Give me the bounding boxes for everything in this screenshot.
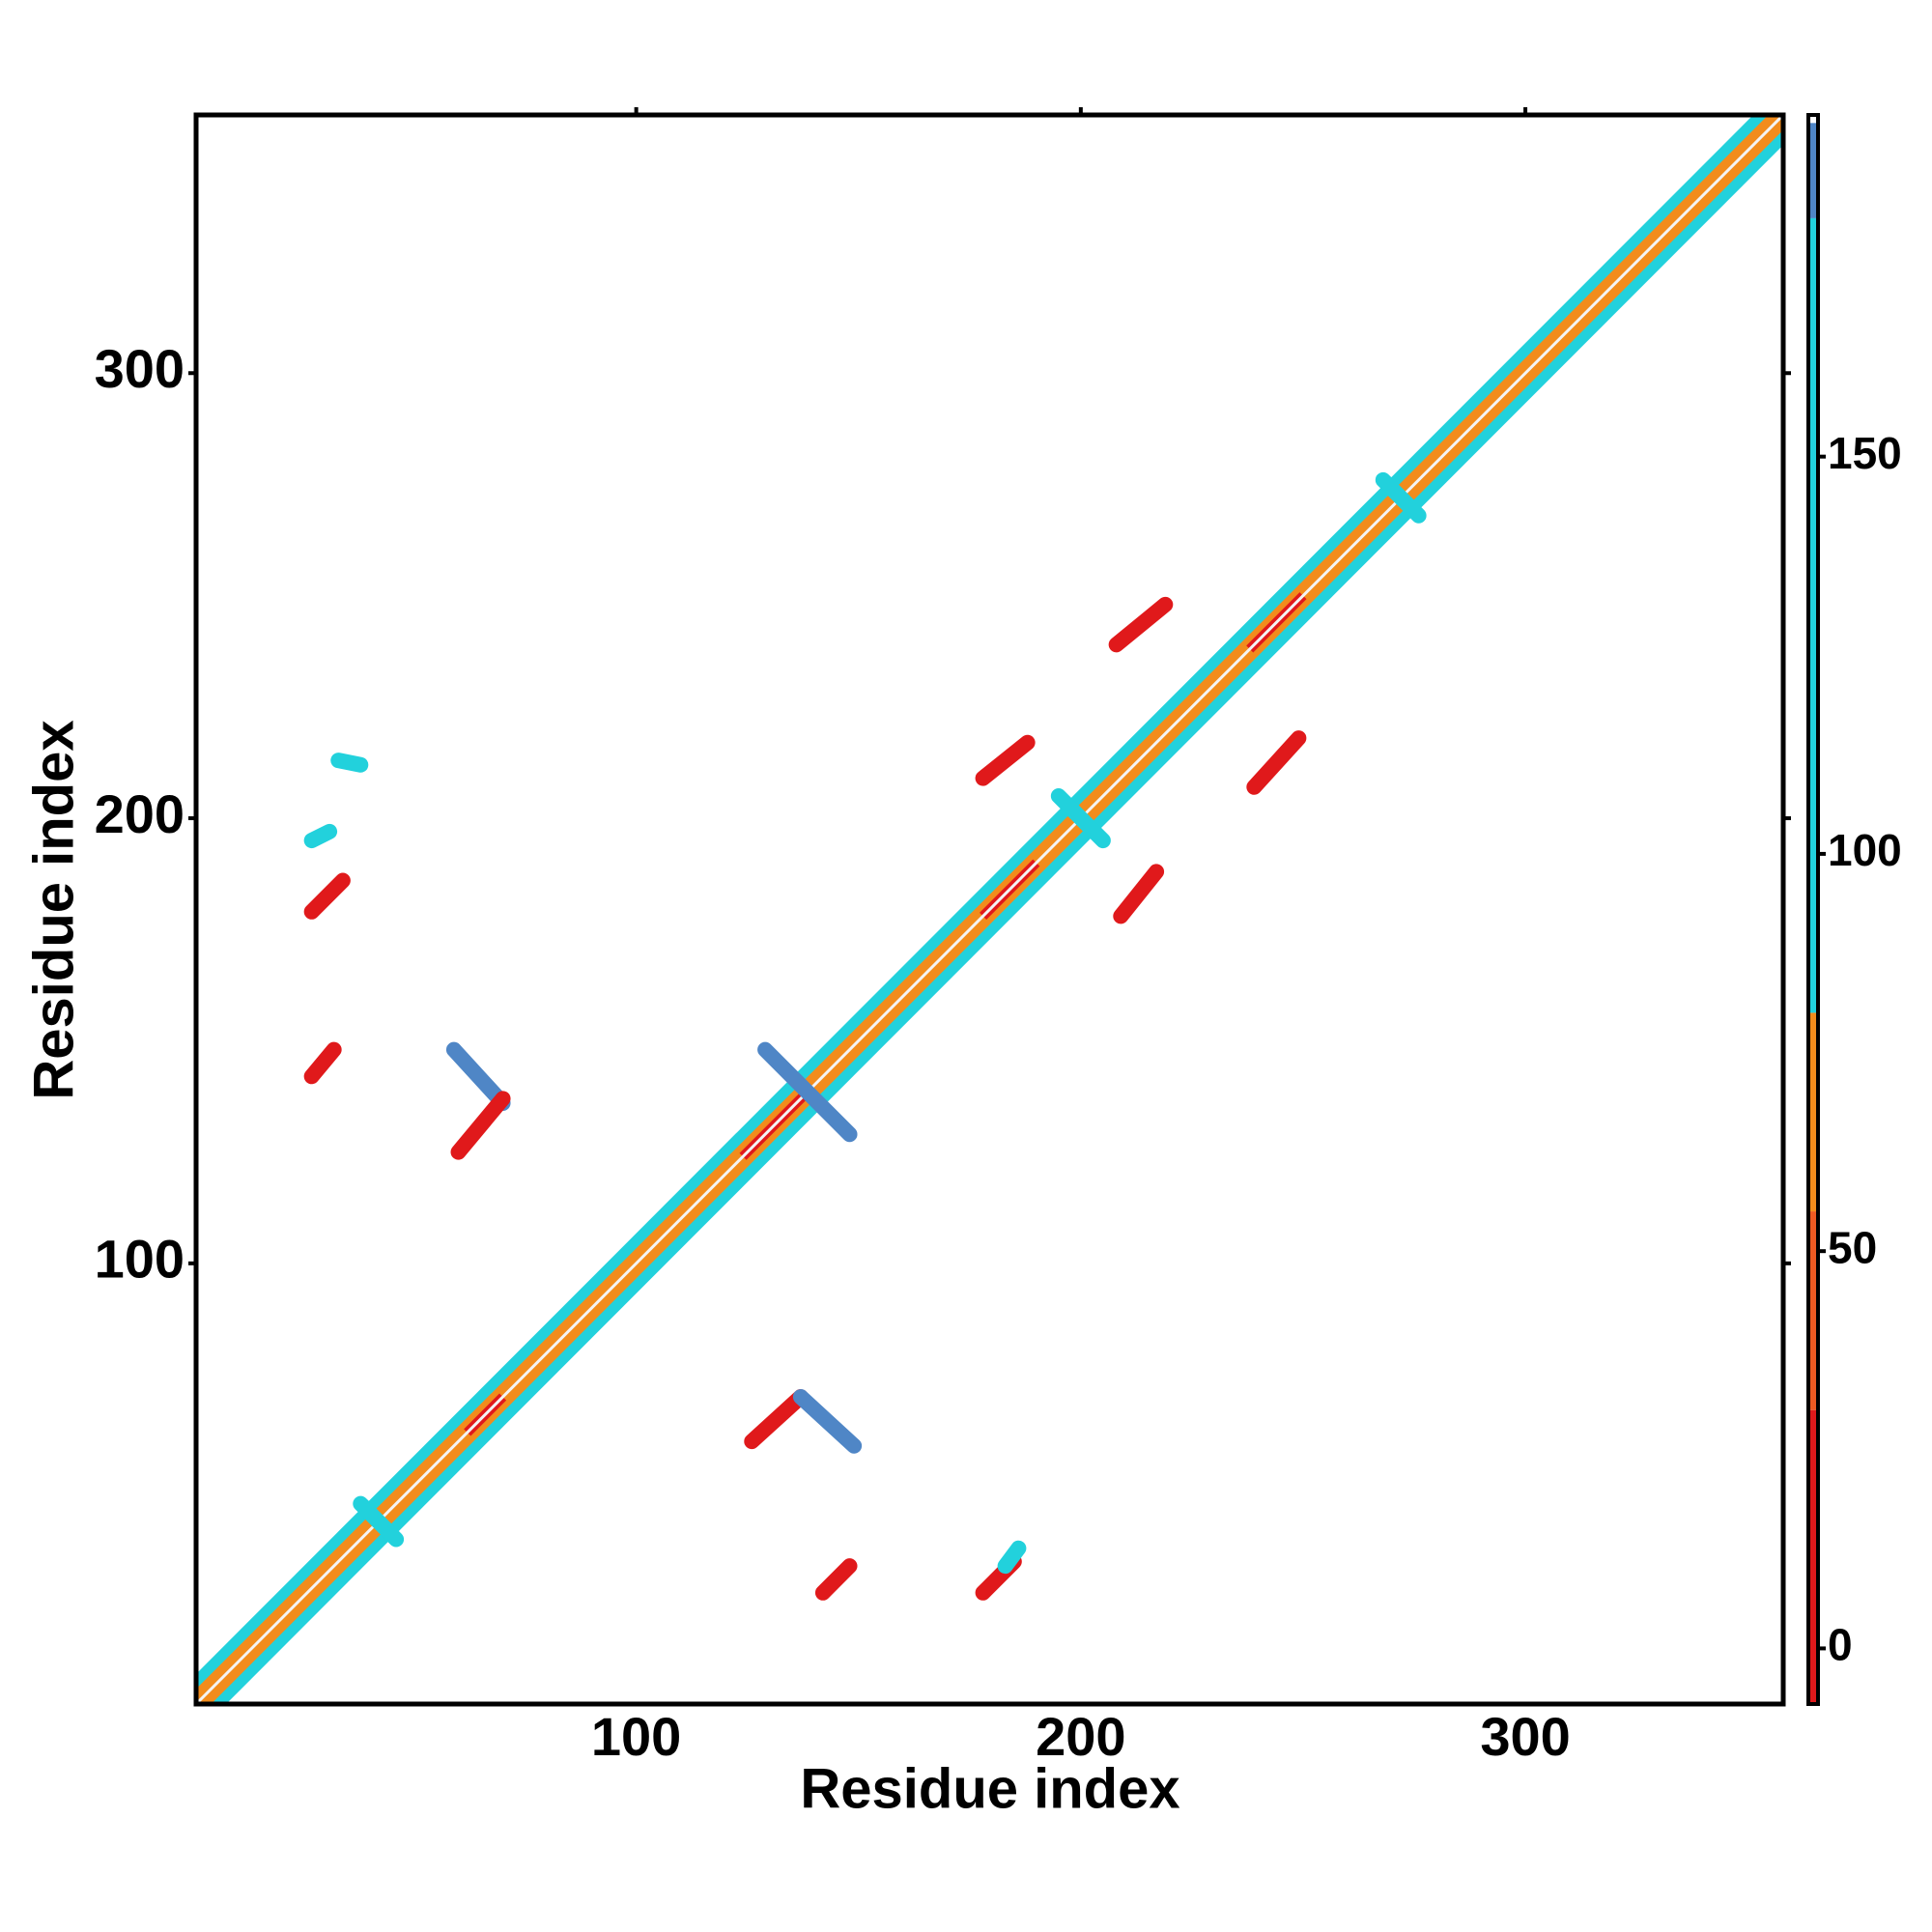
colorbar-tick-label: 0 xyxy=(1828,1620,1853,1670)
colorbar-band xyxy=(1808,115,1818,124)
plot-area xyxy=(196,115,1783,1704)
colorbar-band xyxy=(1808,1409,1818,1704)
contact-segment xyxy=(975,734,1036,786)
y-tick-label: 100 xyxy=(95,1229,185,1290)
colorbar-band xyxy=(1808,217,1818,1013)
contact-segment xyxy=(303,872,351,920)
x-tick-label: 100 xyxy=(591,1706,681,1767)
colorbar-band xyxy=(1808,123,1818,218)
colorbar-band xyxy=(1808,1211,1818,1410)
contact-segment xyxy=(353,1495,405,1548)
diagonal-center xyxy=(196,115,1783,1704)
colorbar-band xyxy=(1808,1012,1818,1212)
y-tick-label: 200 xyxy=(95,783,185,844)
y-axis-title: Residue index xyxy=(22,720,85,1099)
contact-segment xyxy=(1108,596,1174,653)
colorbar-frame xyxy=(1806,113,1820,1706)
contact-segment xyxy=(997,1540,1027,1575)
contact-segment xyxy=(330,753,369,773)
contact-segment xyxy=(757,1041,858,1143)
contact-segment xyxy=(1246,730,1307,795)
contact-segment xyxy=(792,1389,863,1454)
contact-segment xyxy=(814,1558,858,1601)
x-tick-label: 200 xyxy=(1036,1706,1125,1767)
colorbar-tick-label: 50 xyxy=(1828,1222,1877,1272)
x-axis-title: Residue index xyxy=(800,1757,1179,1820)
contact-segment xyxy=(1050,788,1111,849)
x-tick-label: 300 xyxy=(1480,1706,1570,1767)
contact-segment xyxy=(303,1041,342,1085)
contact-segment xyxy=(445,1041,511,1111)
contact-segment xyxy=(744,1389,809,1450)
contact-segment xyxy=(1113,864,1165,924)
colorbar-tick-label: 150 xyxy=(1828,428,1902,478)
y-tick-label: 300 xyxy=(95,338,185,399)
contact-segment xyxy=(450,1091,511,1160)
colorbar-tick-label: 100 xyxy=(1828,825,1902,875)
contact-segment xyxy=(1375,471,1427,524)
plot-frame xyxy=(193,112,1786,1707)
contact-segment xyxy=(303,823,338,849)
